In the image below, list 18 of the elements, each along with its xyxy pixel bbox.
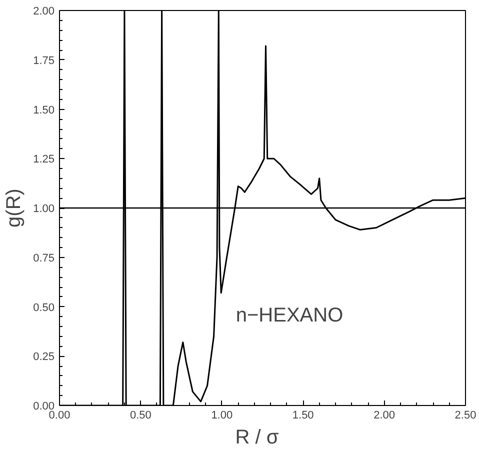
x-tick-label: 1.50 <box>292 410 314 422</box>
x-tick-label: 1.00 <box>211 410 233 422</box>
y-tick-label: 1.25 <box>33 154 55 166</box>
y-axis-title: g(R) <box>3 188 26 228</box>
x-tick-label: 2.00 <box>374 410 396 422</box>
y-tick-label: 0.00 <box>33 400 55 412</box>
y-tick-label: 0.50 <box>33 302 55 314</box>
y-tick-label: 0.75 <box>33 252 55 264</box>
y-tick-label: 0.25 <box>33 351 55 364</box>
x-tick-label: 2.50 <box>454 410 476 422</box>
y-tick-label: 1.00 <box>33 203 55 215</box>
y-tick-label: 2.00 <box>33 6 55 18</box>
y-tick-label: 1.75 <box>33 54 55 67</box>
y-tick-label: 1.50 <box>33 104 55 116</box>
x-axis-title: R / σ <box>235 426 280 448</box>
x-tick-label: 0.00 <box>48 410 70 422</box>
annotation: n−HEXANO <box>236 304 344 326</box>
x-tick-label: 0.50 <box>130 410 152 422</box>
